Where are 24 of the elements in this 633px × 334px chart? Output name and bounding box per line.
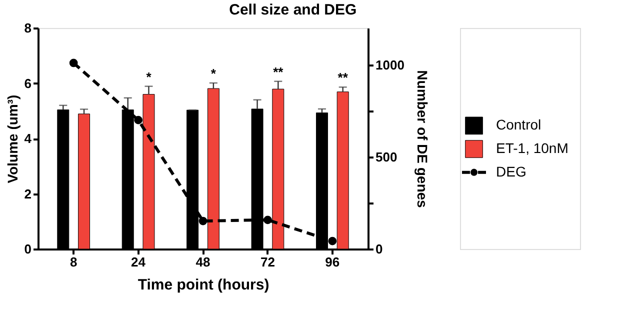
x-tick-label: 24 [131, 254, 146, 270]
legend-label: ET-1, 10nM [496, 140, 568, 156]
legend-label: DEG [496, 163, 526, 180]
y2-tick-label: 0 [376, 242, 383, 256]
data-label: ** [338, 70, 349, 86]
data-label: * [146, 69, 152, 84]
x-tick-label: 8 [70, 254, 78, 270]
y-axis-title: Volume (um³) [4, 94, 20, 184]
y2-axis-title: Number of DE genes [414, 70, 430, 208]
y2-tick-label: 1000 [376, 57, 404, 72]
legend-label: Control [496, 116, 542, 133]
data-label: * [210, 66, 217, 81]
x-tick-label: 96 [325, 254, 340, 270]
chart-title: Cell size and DEG [229, 2, 357, 18]
x-tick-label: 72 [260, 254, 275, 270]
y-tick-label: 2 [24, 186, 32, 202]
y2-tick-label: 500 [376, 149, 398, 164]
x-axis-title: Time point (hours) [138, 276, 270, 294]
y-tick-label: 6 [24, 76, 32, 91]
x-tick-label: 48 [196, 254, 210, 270]
y-tick-label: 4 [24, 131, 32, 146]
data-label: ** [273, 64, 284, 80]
y-tick-label: 8 [24, 20, 32, 36]
y-tick-label: 0 [24, 242, 32, 256]
